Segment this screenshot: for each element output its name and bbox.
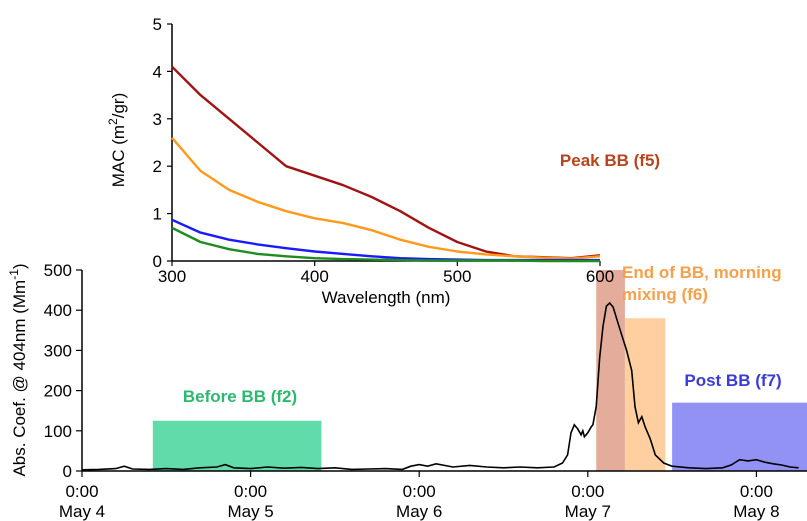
x-tick-label-time: 0:00 [403, 482, 436, 501]
y-axis-label-main: Abs. Coef. @ 404nm (Mm [10, 280, 29, 477]
region-label-line: mixing (f6) [622, 285, 708, 304]
inset-x-tick-label: 600 [586, 267, 614, 286]
region-0 [152, 420, 322, 471]
inset-y-axis-label-end: /gr) [109, 93, 128, 119]
y-tick-label: 300 [44, 341, 72, 360]
region-2 [624, 318, 666, 471]
region-label-3: Post BB (f7) [684, 371, 781, 390]
y-tick-label: 200 [44, 382, 72, 401]
x-tick-label-date: May 4 [59, 502, 105, 521]
inset-x-tick-label: 500 [443, 267, 471, 286]
region-1 [596, 270, 625, 471]
x-tick-label-date: May 5 [227, 502, 273, 521]
inset-y-tick-label: 5 [153, 15, 162, 34]
y-tick-label: 0 [63, 462, 72, 481]
x-tick-label-date: May 7 [565, 502, 611, 521]
x-tick-label-time: 0:00 [234, 482, 267, 501]
y-axis-label-sup: -1 [7, 269, 21, 280]
region-label-0: Before BB (f2) [183, 387, 297, 406]
inset-y-tick-label: 4 [153, 62, 162, 81]
inset-y-axis-label-main: MAC (m [109, 125, 128, 187]
region-label-1: Peak BB (f5) [560, 151, 660, 170]
y-tick-label: 100 [44, 422, 72, 441]
region-3 [672, 402, 807, 471]
y-axis-label: Abs. Coef. @ 404nm (Mm-1) [7, 263, 29, 476]
y-tick-label: 400 [44, 301, 72, 320]
series-line-0 [81, 301, 799, 471]
inset-y-axis-label: MAC (m2/gr) [106, 93, 128, 188]
inset-series-line-3 [171, 226, 600, 263]
x-tick-label-time: 0:00 [740, 482, 773, 501]
y-tick-label: 500 [44, 261, 72, 280]
inset-y-axis-label-sup: 2 [106, 118, 120, 125]
x-tick-label-time: 0:00 [65, 482, 98, 501]
x-tick-label-time: 0:00 [571, 482, 604, 501]
inset-x-tick-label: 300 [158, 267, 186, 286]
inset-y-tick-label: 0 [153, 252, 162, 271]
inset-y-tick-label: 1 [153, 205, 162, 224]
y-axis-label-end: ) [10, 263, 29, 269]
region-label-line: End of BB, morning [622, 263, 782, 282]
inset-y-tick-label: 2 [153, 157, 162, 176]
x-tick-label-date: May 8 [733, 502, 779, 521]
inset-plot-area [172, 24, 600, 261]
inset-x-tick-label: 400 [300, 267, 328, 286]
inset-series-line-1 [171, 137, 601, 260]
inset-x-axis-label: Wavelength (nm) [322, 288, 451, 307]
x-tick-label-date: May 6 [396, 502, 442, 521]
inset-y-tick-label: 3 [153, 110, 162, 129]
region-label-2: End of BB, morning mixing (f6) [622, 263, 782, 304]
